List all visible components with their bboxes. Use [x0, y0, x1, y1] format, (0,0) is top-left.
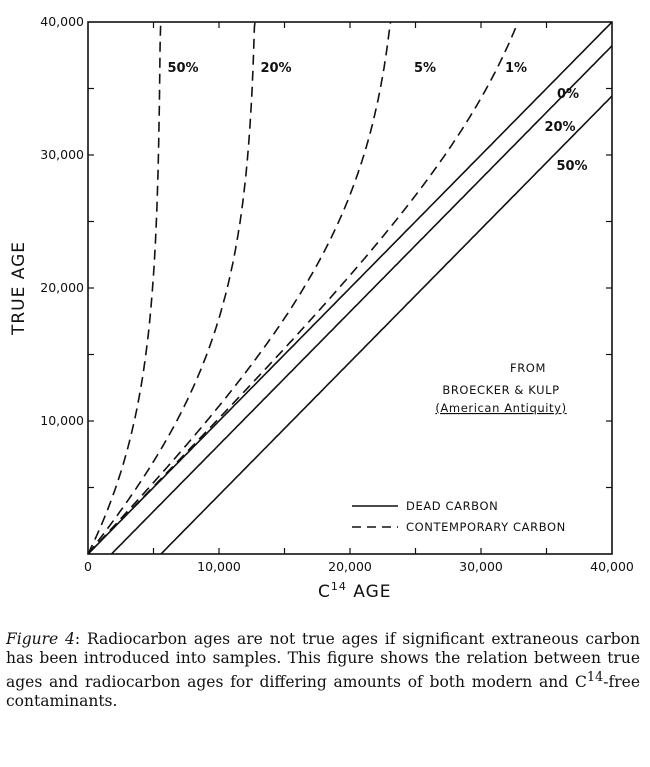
- curve-label-contemporary: 20%: [260, 61, 291, 76]
- x-axis-title-sup: 14: [331, 580, 347, 593]
- caption-text: : Radiocarbon ages are not true ages if …: [6, 630, 640, 692]
- curve-label-dead: 0%: [557, 87, 579, 102]
- caption-figure-label: Figure 4: [6, 630, 75, 648]
- x-tick-label: 10,000: [197, 559, 241, 574]
- source-authors: BROECKER & KULP: [442, 383, 559, 397]
- chart: 0 10,000 20,000 30,000 40,000 10,000 20,000 30,…: [9, 14, 634, 602]
- x-axis-title: C14 AGE: [318, 580, 392, 602]
- curve-contemporary-5pct: [87, 21, 392, 555]
- x-tick-label: 30,000: [459, 559, 503, 574]
- curve-dead-20pct: [110, 45, 613, 555]
- x-tick-label: 20,000: [328, 559, 372, 574]
- curve-labels: 0% 20% 50% 1% 5% 20% 50%: [167, 61, 587, 174]
- curves: [87, 21, 613, 555]
- x-tick-label: 0: [84, 559, 92, 574]
- source-journal: (American Antiquity): [435, 401, 566, 415]
- axis-ticks: [88, 22, 612, 554]
- y-tick-label: 30,000: [40, 147, 84, 162]
- curve-label-dead: 50%: [556, 159, 587, 174]
- curve-contemporary-1pct: [87, 21, 519, 555]
- x-tick-label: 40,000: [590, 559, 634, 574]
- caption-sup: 14: [586, 670, 604, 685]
- curve-label-contemporary: 50%: [167, 61, 198, 76]
- curve-label-contemporary: 5%: [414, 61, 436, 76]
- y-axis-title: TRUE AGE: [9, 241, 29, 336]
- curve-label-contemporary: 1%: [505, 61, 527, 76]
- curve-dead-0pct: [87, 21, 613, 555]
- figure-caption: Figure 4: Radiocarbon ages are not true …: [6, 630, 640, 711]
- caption-text-end: -free contaminants.: [6, 673, 640, 711]
- legend-solid-label: DEAD CARBON: [406, 499, 498, 513]
- curve-contemporary-50pct: [87, 21, 162, 555]
- y-tick-label: 40,000: [40, 14, 84, 29]
- source-from: FROM: [510, 361, 546, 375]
- y-tick-label: 20,000: [40, 280, 84, 295]
- curve-dead-50pct: [160, 95, 613, 555]
- curve-label-dead: 20%: [544, 120, 575, 135]
- y-tick-label: 10,000: [40, 413, 84, 428]
- legend-dashed-label: CONTEMPORARY CARBON: [406, 520, 566, 534]
- plot-frame: [87, 21, 613, 555]
- legend: DEAD CARBON CONTEMPORARY CARBON: [352, 499, 566, 534]
- curve-contemporary-20pct: [87, 21, 256, 555]
- tick-labels: 0 10,000 20,000 30,000 40,000 10,000 20,000 30,…: [40, 14, 634, 574]
